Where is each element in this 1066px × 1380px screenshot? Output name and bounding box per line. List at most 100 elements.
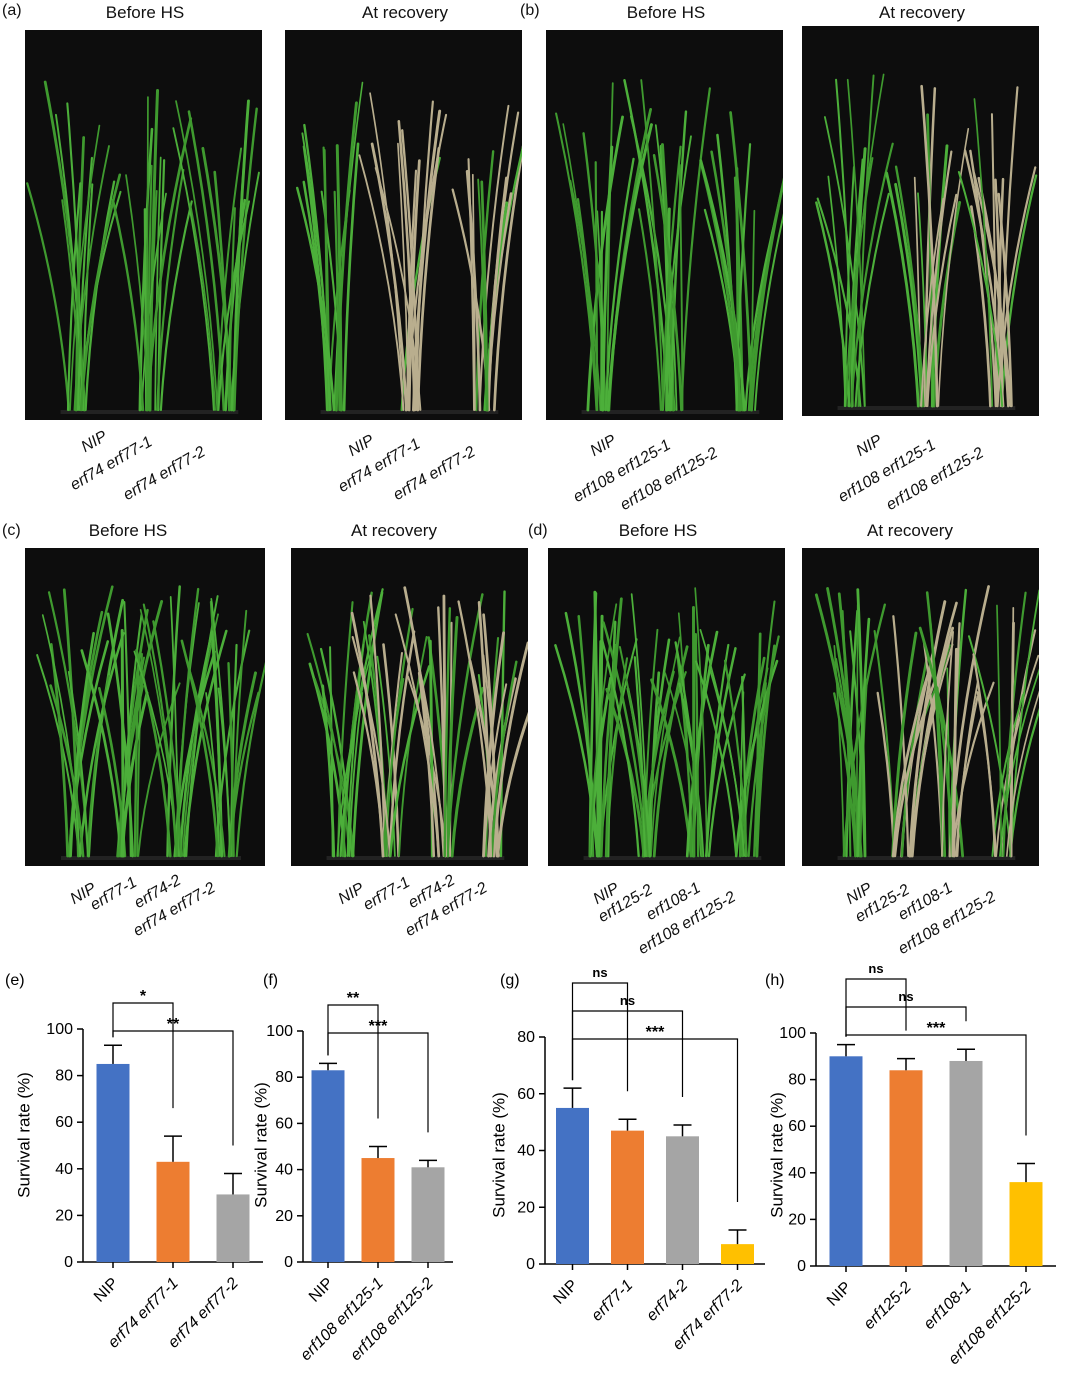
- bar: [611, 1130, 644, 1264]
- y-tick-label: 20: [517, 1199, 535, 1216]
- leaf: [555, 112, 598, 412]
- bar: [829, 1056, 863, 1266]
- significance-bracket: [845, 978, 907, 1037]
- leaf: [723, 659, 748, 858]
- leaf: [388, 630, 416, 858]
- plant-illustration: [554, 587, 780, 860]
- leaf: [146, 96, 149, 411]
- y-tick-label: 60: [275, 1115, 293, 1132]
- leaf: [926, 193, 958, 408]
- leaf: [54, 113, 84, 411]
- tray: [583, 856, 762, 860]
- leaf: [999, 668, 1039, 857]
- bar: [889, 1070, 923, 1266]
- leaf: [680, 87, 711, 412]
- significance-label: ***: [646, 1024, 665, 1041]
- leaf: [951, 622, 961, 858]
- leaf: [414, 100, 434, 412]
- leaf: [661, 145, 682, 412]
- leaf: [977, 176, 1010, 408]
- leaf: [929, 621, 944, 857]
- x-tick-label: NIP: [550, 1277, 581, 1308]
- leaf: [333, 190, 341, 412]
- leaf: [699, 159, 746, 412]
- leaf: [909, 643, 954, 857]
- leaf: [181, 613, 219, 857]
- leaf: [156, 168, 185, 412]
- panel-c-after-title: At recovery: [351, 521, 437, 540]
- leaf: [1002, 591, 1027, 858]
- leaf: [678, 163, 684, 411]
- leaf: [205, 692, 221, 857]
- leaf: [351, 635, 392, 858]
- photo-d-before: [548, 548, 785, 866]
- panel-d-after-title: At recovery: [867, 521, 953, 540]
- leaf: [997, 192, 1013, 408]
- photo-a-after: [285, 30, 522, 420]
- leaf: [669, 110, 688, 412]
- leaf: [336, 601, 354, 858]
- leaf: [918, 626, 965, 858]
- leaf: [398, 635, 428, 857]
- chart-h: (h) Survival rate (%) 0 20 40 60 80 100 NIP erf12…: [765, 961, 1056, 1368]
- leaf: [604, 597, 623, 858]
- leaf: [941, 631, 954, 857]
- leaf: [996, 166, 1037, 408]
- leaf: [321, 684, 336, 858]
- leaf: [854, 192, 890, 408]
- leaf: [471, 173, 476, 411]
- significance-label: **: [347, 990, 360, 1007]
- leaf: [397, 119, 416, 412]
- leaf: [69, 631, 95, 858]
- y-tick-label: 0: [284, 1254, 293, 1271]
- leaf: [478, 104, 510, 411]
- y-axis-label: Survival rate (%): [489, 1092, 508, 1218]
- leaf: [480, 180, 489, 412]
- photo-c-after: [291, 548, 528, 866]
- leaf: [695, 660, 738, 858]
- leaf: [335, 144, 343, 412]
- tray: [320, 410, 499, 414]
- leaf: [351, 591, 384, 858]
- leaf: [750, 177, 783, 412]
- leaf: [596, 640, 602, 858]
- leaf: [67, 670, 89, 857]
- bar: [411, 1167, 445, 1262]
- leaf: [920, 197, 945, 407]
- significance-label: ***: [927, 1020, 946, 1037]
- leaf: [601, 145, 614, 412]
- photo-d-after: [802, 548, 1039, 866]
- x-tick-label: NIP: [91, 1275, 122, 1306]
- y-tick-label: 80: [788, 1072, 806, 1089]
- leaf: [496, 711, 528, 858]
- panel-b-before-title: Before HS: [626, 3, 706, 22]
- leaf: [604, 157, 635, 412]
- leaf: [477, 601, 493, 858]
- y-tick-label: 100: [46, 1021, 73, 1038]
- leaf: [443, 607, 452, 858]
- leaf: [394, 613, 440, 858]
- leaf: [465, 169, 482, 412]
- tray: [837, 406, 1016, 410]
- y-tick-label: 20: [55, 1207, 73, 1224]
- tray: [837, 856, 1016, 860]
- y-axis-label: Survival rate (%): [251, 1082, 270, 1208]
- leaf: [704, 647, 737, 858]
- plant-illustration: [815, 73, 1038, 410]
- leaf: [228, 691, 260, 858]
- leaf: [894, 182, 924, 408]
- significance-label: **: [167, 1016, 180, 1033]
- tray: [581, 410, 760, 414]
- leaf: [923, 87, 937, 408]
- leaf: [754, 213, 783, 411]
- leaf: [640, 79, 664, 411]
- leaf: [142, 603, 178, 858]
- leaf: [600, 636, 640, 858]
- leaf: [600, 210, 603, 412]
- leaf: [66, 182, 82, 412]
- leaf: [710, 150, 742, 412]
- chart-label: (h): [765, 972, 785, 989]
- leaf: [217, 200, 251, 412]
- leaf: [216, 147, 243, 411]
- leaf: [350, 611, 385, 858]
